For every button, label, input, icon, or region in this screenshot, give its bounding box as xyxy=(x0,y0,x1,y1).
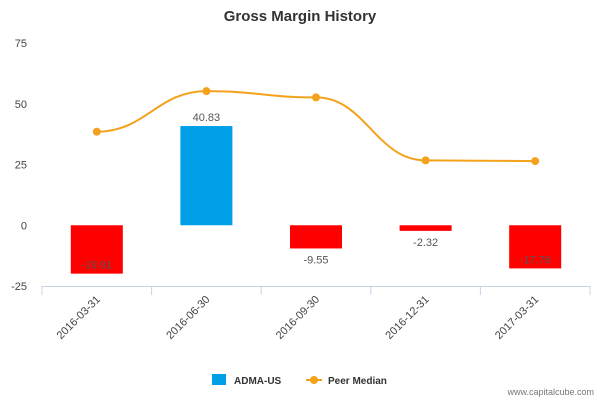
x-axis: 2016-03-31 2016-06-30 2016-09-30 2016-12-31… xyxy=(41,286,591,342)
bar[interactable] xyxy=(399,225,452,231)
bar-data-label: 40.83 xyxy=(193,112,221,124)
chart-title: Gross Margin History xyxy=(224,8,377,25)
peer-median-points xyxy=(92,87,540,166)
peer-median-point[interactable] xyxy=(92,127,101,136)
y-tick-label: 75 xyxy=(15,38,27,50)
bar-data-label: -2.32 xyxy=(413,237,438,249)
x-tick-label: 2016-09-30 xyxy=(274,294,322,342)
bar-series xyxy=(70,126,562,274)
y-tick-label: -25 xyxy=(11,281,27,293)
legend-label-bar[interactable]: ADMA-US xyxy=(234,376,282,387)
bar[interactable] xyxy=(180,126,233,226)
legend: ADMA-US Peer Median xyxy=(212,374,387,387)
peer-median-line xyxy=(96,90,536,163)
x-tick-label: 2016-12-31 xyxy=(383,294,431,342)
y-tick-label: 0 xyxy=(21,220,27,232)
peer-median-point[interactable] xyxy=(312,93,320,102)
legend-swatch-bar[interactable] xyxy=(212,374,226,385)
bar[interactable] xyxy=(509,225,562,269)
y-tick-label: 50 xyxy=(15,99,27,111)
bar[interactable] xyxy=(70,225,123,274)
bar-data-labels: -19.91 40.83 -9.55 -2.32 -17.76 xyxy=(81,112,551,272)
y-axis: -25 0 25 50 75 xyxy=(11,38,27,293)
bar-data-label: -19.91 xyxy=(81,260,112,272)
bar-data-label: -9.55 xyxy=(303,254,328,266)
x-tick-label: 2016-03-31 xyxy=(55,294,103,342)
legend-label-line[interactable]: Peer Median xyxy=(328,376,387,387)
x-tick-label: 2017-03-31 xyxy=(493,294,541,342)
y-tick-label: 25 xyxy=(15,160,27,172)
peer-median-point[interactable] xyxy=(421,156,430,165)
x-tick-label: 2016-06-30 xyxy=(164,294,212,342)
credit-text: www.capitalcube.com xyxy=(506,387,594,397)
peer-median-point[interactable] xyxy=(531,157,540,166)
bar-data-label: -17.76 xyxy=(520,254,551,266)
legend-swatch-point[interactable] xyxy=(310,376,318,384)
bar[interactable] xyxy=(290,225,342,249)
peer-median-point[interactable] xyxy=(202,87,211,96)
